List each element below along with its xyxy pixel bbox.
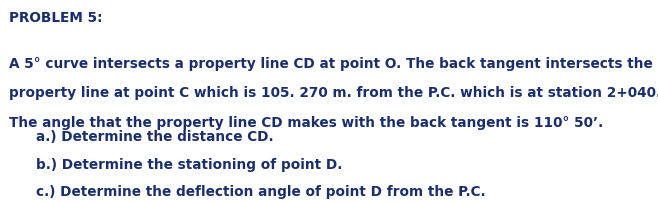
- Text: property line at point C which is 105. 270 m. from the P.C. which is at station : property line at point C which is 105. 2…: [9, 86, 658, 100]
- Text: a.) Determine the distance CD.: a.) Determine the distance CD.: [36, 130, 274, 144]
- Text: The angle that the property line CD makes with the back tangent is 110° 50’.: The angle that the property line CD make…: [9, 116, 603, 130]
- Text: b.) Determine the stationing of point D.: b.) Determine the stationing of point D.: [36, 158, 343, 171]
- Text: A 5° curve intersects a property line CD at point O. The back tangent intersects: A 5° curve intersects a property line CD…: [9, 57, 652, 70]
- Text: PROBLEM 5:: PROBLEM 5:: [9, 11, 102, 25]
- Text: c.) Determine the deflection angle of point D from the P.C.: c.) Determine the deflection angle of po…: [36, 185, 486, 199]
